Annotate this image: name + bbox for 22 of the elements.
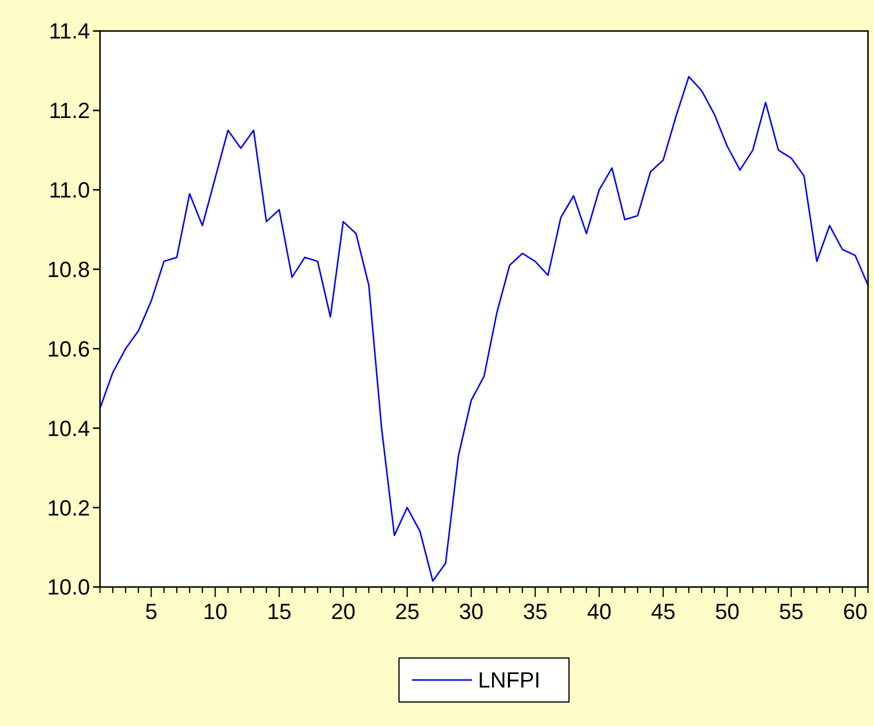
x-tick-label: 60 (842, 599, 868, 624)
x-tick-label: 15 (266, 599, 292, 624)
x-tick-label: 10 (202, 599, 228, 624)
y-tick-label: 11.4 (48, 18, 90, 44)
x-tick-label: 30 (458, 599, 484, 624)
x-tick-label: 45 (650, 599, 676, 624)
y-tick-label: 10.8 (47, 256, 90, 282)
y-tick-label: 11.0 (48, 178, 90, 203)
x-tick-label: 25 (394, 599, 420, 624)
y-tick-label: 11.2 (48, 98, 90, 124)
legend-label: LNFPI (478, 668, 540, 693)
x-tick-label: 50 (714, 599, 740, 624)
x-tick-label: 5 (145, 599, 158, 624)
x-tick-label: 40 (586, 599, 612, 624)
x-tick-label: 55 (778, 599, 804, 624)
y-tick-label: 10.4 (47, 416, 90, 441)
y-tick-label: 10.6 (47, 336, 90, 362)
x-tick-label: 20 (330, 599, 356, 624)
line-series (99, 76, 869, 582)
x-tick-label: 35 (522, 599, 548, 624)
y-tick-label: 10.0 (47, 574, 90, 600)
y-tick-label: 10.2 (47, 495, 90, 520)
